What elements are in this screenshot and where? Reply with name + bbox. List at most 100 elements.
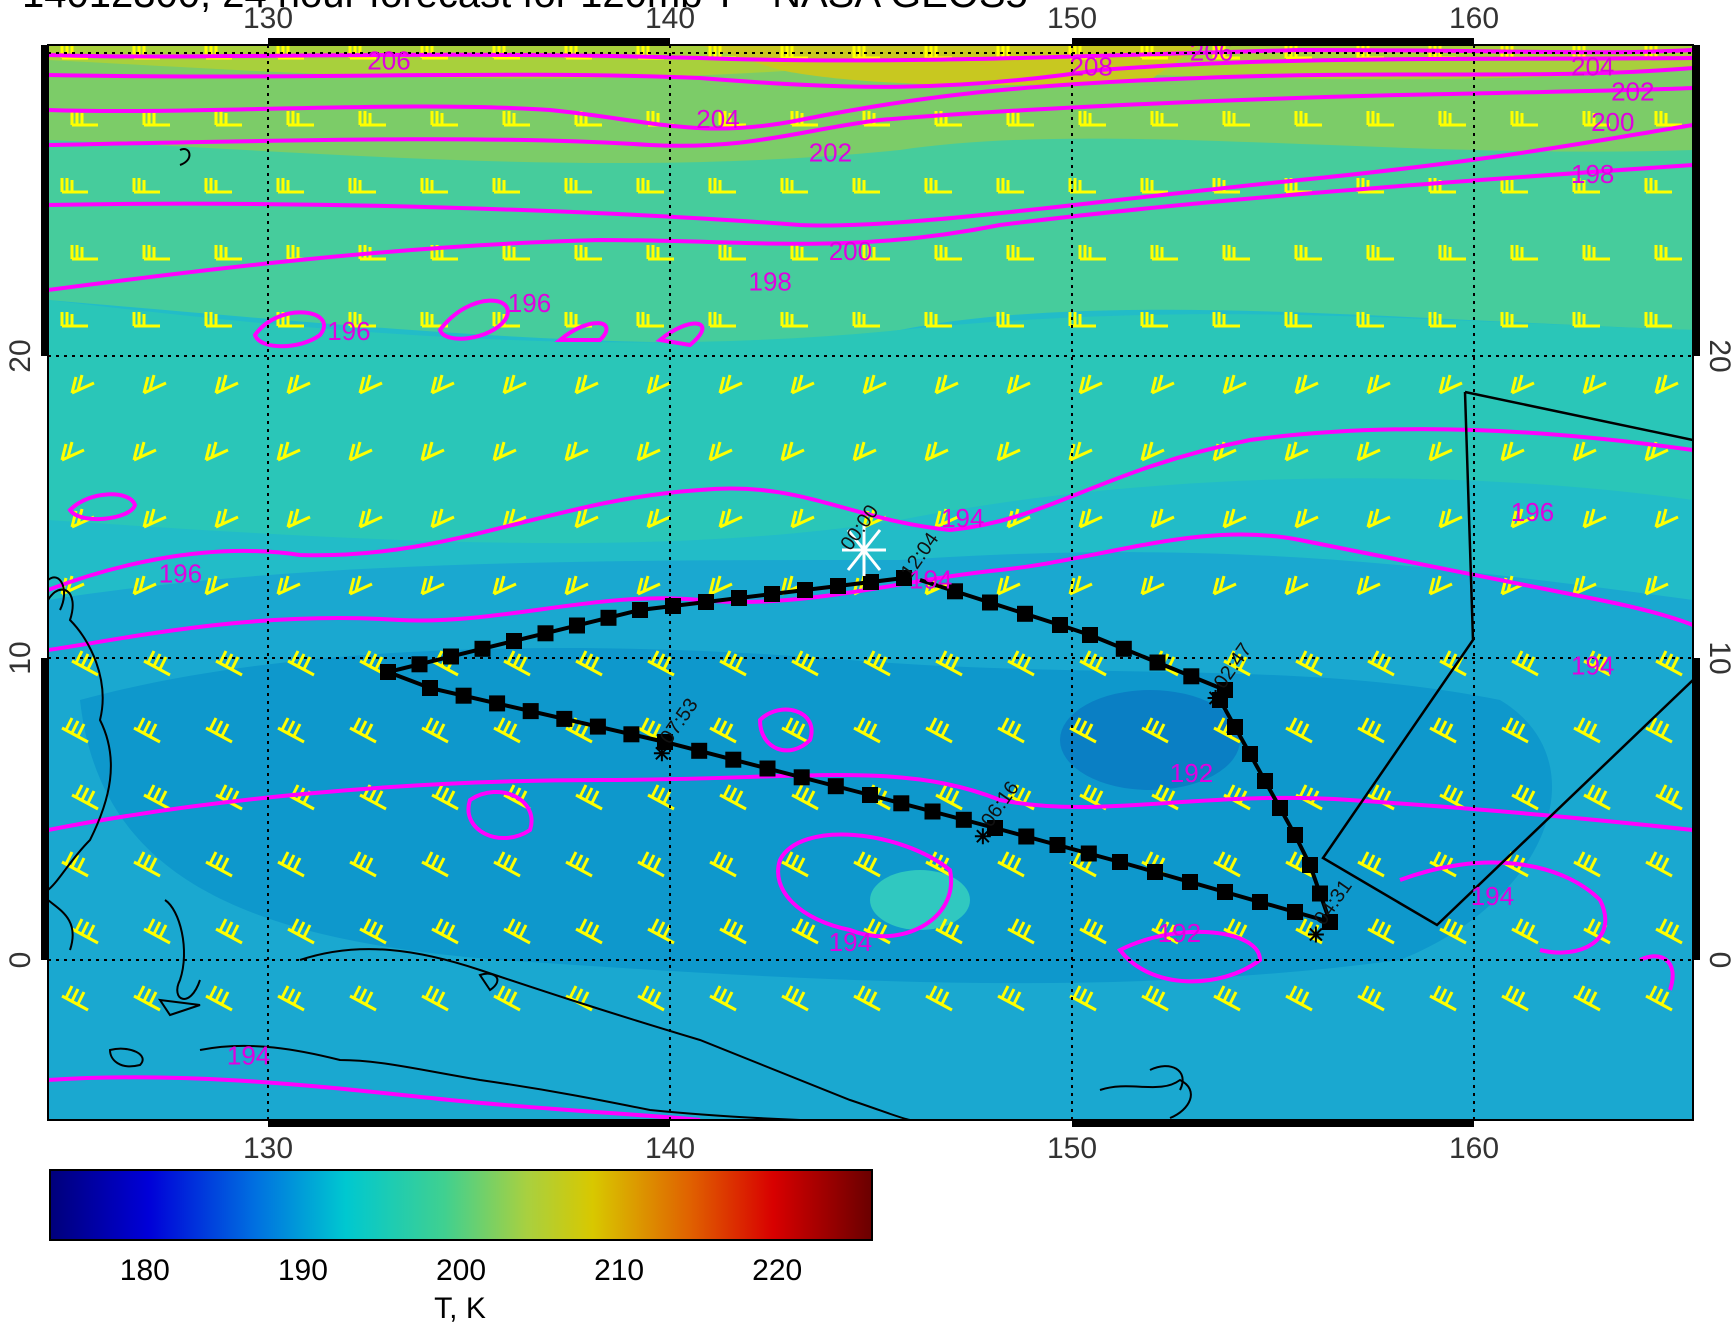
wind-barb bbox=[286, 374, 311, 395]
wind-barb bbox=[143, 784, 171, 811]
wind-barb bbox=[492, 575, 517, 596]
wind-barb bbox=[1644, 575, 1669, 596]
wind-barb bbox=[60, 45, 88, 60]
wind-barb bbox=[1069, 985, 1097, 1012]
wind-barb bbox=[1438, 508, 1463, 529]
lon-tick-top-150: 150 bbox=[1047, 2, 1097, 35]
wind-barb bbox=[862, 374, 887, 395]
wind-barb bbox=[61, 985, 89, 1012]
wind-barb bbox=[277, 985, 305, 1012]
track-point bbox=[1272, 800, 1288, 816]
wind-barb bbox=[276, 45, 304, 60]
wind-barb bbox=[575, 918, 603, 945]
wind-barb bbox=[996, 312, 1024, 328]
wind-barb bbox=[781, 851, 809, 878]
wind-barb bbox=[349, 851, 377, 878]
wind-barb bbox=[1367, 650, 1395, 677]
wind-barb bbox=[359, 650, 387, 677]
wind-barb bbox=[1357, 717, 1385, 744]
contour-label: 206 bbox=[367, 46, 410, 76]
axis-labels: 130 140 150 160 130 140 150 160 20 10 0 … bbox=[4, 2, 1732, 1165]
wind-barb bbox=[647, 650, 675, 677]
wind-barb bbox=[1429, 985, 1457, 1012]
coastlines bbox=[48, 148, 1192, 1120]
wind-barb bbox=[287, 650, 315, 677]
wind-barb bbox=[132, 575, 157, 596]
wind-barb bbox=[1582, 374, 1607, 395]
lon-tick-bottom-130: 130 bbox=[243, 1132, 293, 1165]
wind-barb bbox=[647, 918, 675, 945]
wind-barb bbox=[358, 374, 383, 395]
isotherm-contours bbox=[48, 47, 1693, 1120]
wind-barb bbox=[132, 441, 157, 462]
wind-barb bbox=[1213, 985, 1241, 1012]
track-point bbox=[422, 680, 438, 696]
wind-barb bbox=[1068, 441, 1093, 462]
wind-barb bbox=[1501, 717, 1529, 744]
lon-tick-bottom-160: 160 bbox=[1449, 1132, 1499, 1165]
wind-barb bbox=[709, 985, 737, 1012]
lat-tick-right-0: 0 bbox=[1703, 952, 1732, 969]
wind-barb bbox=[1511, 650, 1539, 677]
contour-label: 194 bbox=[909, 565, 952, 595]
wind-barb bbox=[1654, 245, 1682, 261]
wind-barb bbox=[1428, 575, 1453, 596]
wind-barb bbox=[142, 508, 167, 529]
contour-label: 194 bbox=[1571, 651, 1614, 681]
wind-barb bbox=[430, 508, 455, 529]
wind-barb bbox=[1511, 918, 1539, 945]
wind-barb bbox=[420, 441, 445, 462]
wind-barb bbox=[287, 918, 315, 945]
contour-label: 196 bbox=[327, 316, 370, 346]
wind-barb bbox=[1356, 178, 1384, 194]
wind-barb bbox=[718, 111, 746, 127]
colorbar-tick-label: 190 bbox=[278, 1254, 328, 1287]
wind-barb bbox=[431, 918, 459, 945]
wind-barb bbox=[61, 851, 89, 878]
wind-barb bbox=[1294, 508, 1319, 529]
track-point bbox=[665, 598, 681, 614]
contour-label: 196 bbox=[508, 288, 551, 318]
wind-barb bbox=[853, 717, 881, 744]
track-point bbox=[982, 594, 998, 611]
track-point bbox=[725, 751, 742, 768]
wind-barb bbox=[1572, 441, 1597, 462]
wind-barb bbox=[708, 312, 736, 328]
wind-barb bbox=[1223, 650, 1251, 677]
wind-barb bbox=[142, 374, 167, 395]
track-point bbox=[443, 648, 459, 665]
wind-barb bbox=[1438, 111, 1466, 127]
wind-barb bbox=[358, 245, 386, 261]
wind-barb bbox=[636, 178, 664, 194]
wind-barb bbox=[1583, 784, 1611, 811]
track-point bbox=[759, 760, 776, 777]
wind-barb bbox=[1078, 508, 1103, 529]
wind-barb bbox=[276, 575, 301, 596]
wind-barb bbox=[852, 178, 880, 194]
wind-barb bbox=[1078, 374, 1103, 395]
wind-barb bbox=[60, 312, 88, 328]
wind-barb bbox=[636, 575, 661, 596]
wind-barb bbox=[1295, 650, 1323, 677]
wind-barb bbox=[637, 985, 665, 1012]
axis-border-bars bbox=[41, 38, 1700, 1127]
wind-barb bbox=[132, 312, 160, 328]
wind-barb bbox=[1284, 178, 1312, 194]
wind-barb bbox=[132, 178, 160, 194]
contour-label: 204 bbox=[1571, 52, 1614, 82]
wind-barb bbox=[1212, 575, 1237, 596]
wind-barb bbox=[1573, 851, 1601, 878]
wind-barb bbox=[1356, 575, 1381, 596]
wind-barb bbox=[719, 784, 747, 811]
wind-barb bbox=[70, 245, 98, 261]
wind-barb bbox=[1285, 851, 1313, 878]
wind-barb bbox=[1366, 245, 1394, 261]
track-point bbox=[893, 795, 910, 812]
wind-barb bbox=[1079, 784, 1107, 811]
wind-barb bbox=[1212, 312, 1240, 328]
track-point bbox=[1049, 837, 1066, 853]
wind-barb bbox=[1222, 245, 1250, 261]
contour-label: 194 bbox=[227, 1041, 270, 1071]
wind-barb bbox=[1573, 717, 1601, 744]
wind-barb bbox=[575, 650, 603, 677]
